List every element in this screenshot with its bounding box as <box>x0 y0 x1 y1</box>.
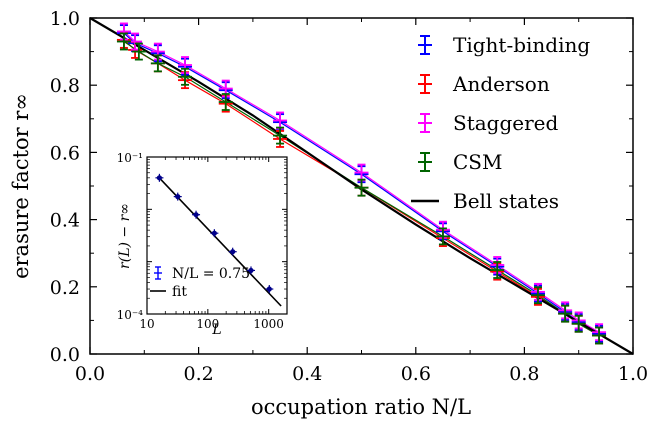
y-tick-label: 0.8 <box>50 75 80 97</box>
inset-y-tick-label: 10⁻¹ <box>117 151 143 165</box>
y-tick-label: 0.4 <box>50 210 80 232</box>
inset-legend-label-n-l-0-75: N/L = 0.75 <box>172 266 250 282</box>
inset-data-point <box>192 210 201 219</box>
legend: Tight-binding Anderson Staggered CSM Bell st… <box>411 33 590 213</box>
legend-label-csm: CSM <box>453 150 502 174</box>
data-point-csm <box>558 304 573 323</box>
inset-x-tick-label: 10 <box>139 317 154 331</box>
y-axis-title: erasure factor r∞ <box>9 93 33 279</box>
inset-data-point <box>155 173 164 182</box>
inset-legend: N/L = 0.75 fit <box>150 266 250 300</box>
inset-ticks: 10 100 1000 10⁻¹ 10⁻⁴ <box>117 151 288 331</box>
x-tick-label: 0.6 <box>401 363 431 385</box>
legend-entry-anderson: Anderson <box>418 72 550 96</box>
y-tick-label: 1.0 <box>50 8 80 30</box>
y-tick-label: 0.0 <box>50 344 80 366</box>
data-point-csm <box>592 326 607 345</box>
data-point-csm <box>435 227 450 246</box>
data-point-csm <box>490 261 505 279</box>
x-tick-label: 0.2 <box>183 363 213 385</box>
inset-x-tick-label: 100 <box>196 317 219 331</box>
main-points-layer <box>116 22 607 345</box>
inset-legend-label-fit: fit <box>172 284 187 300</box>
x-tick-label: 0.4 <box>292 363 322 385</box>
legend-label-staggered: Staggered <box>453 111 559 135</box>
inset-x-tick-label: 1000 <box>253 317 284 331</box>
data-point-csm <box>530 286 545 305</box>
inset-data-point <box>228 247 237 256</box>
main-ticks: 0.0 0.2 0.4 0.6 0.8 1.0 0.0 0.2 0.4 0.6 0.8 1.0 <box>50 8 648 385</box>
data-point-csm <box>178 67 193 86</box>
x-tick-label: 0.0 <box>75 363 105 385</box>
inset-data-point <box>210 229 219 238</box>
legend-entry-csm: CSM <box>418 150 502 174</box>
data-point-csm <box>218 93 233 111</box>
inset-plot-frame <box>146 156 288 315</box>
inset-data-point <box>173 192 182 201</box>
inset-y-axis-title: r(L) − r∞ <box>117 203 133 269</box>
data-point-csm <box>571 314 586 333</box>
legend-entry-tight-binding: Tight-binding <box>418 33 590 57</box>
data-point-csm <box>273 126 288 145</box>
legend-entry-bell-states: Bell states <box>411 189 559 213</box>
legend-entry-staggered: Staggered <box>418 111 559 135</box>
inset-legend-entry-n-l-0-75: N/L = 0.75 <box>154 266 250 282</box>
inset-legend-entry-fit: fit <box>150 284 187 300</box>
inset-data-point <box>265 285 274 294</box>
legend-label-tight-binding: Tight-binding <box>453 33 590 57</box>
legend-label-bell-states: Bell states <box>453 189 559 213</box>
inset-x-axis-title: L <box>211 322 221 338</box>
inset-points-layer <box>155 173 274 294</box>
data-point-csm <box>150 54 165 73</box>
legend-label-anderson: Anderson <box>452 72 550 96</box>
data-point-csm <box>131 42 146 61</box>
inset-data-point <box>246 266 255 275</box>
x-tick-label: 1.0 <box>618 363 648 385</box>
x-tick-label: 0.8 <box>509 363 539 385</box>
y-tick-label: 0.2 <box>50 277 80 299</box>
data-point-csm <box>354 178 369 197</box>
x-axis-title: occupation ratio N/L <box>251 395 471 419</box>
y-tick-label: 0.6 <box>50 142 80 164</box>
inset-y-tick-label: 10⁻⁴ <box>117 308 144 322</box>
data-point-staggered <box>273 111 288 130</box>
data-point-csm <box>116 32 131 51</box>
